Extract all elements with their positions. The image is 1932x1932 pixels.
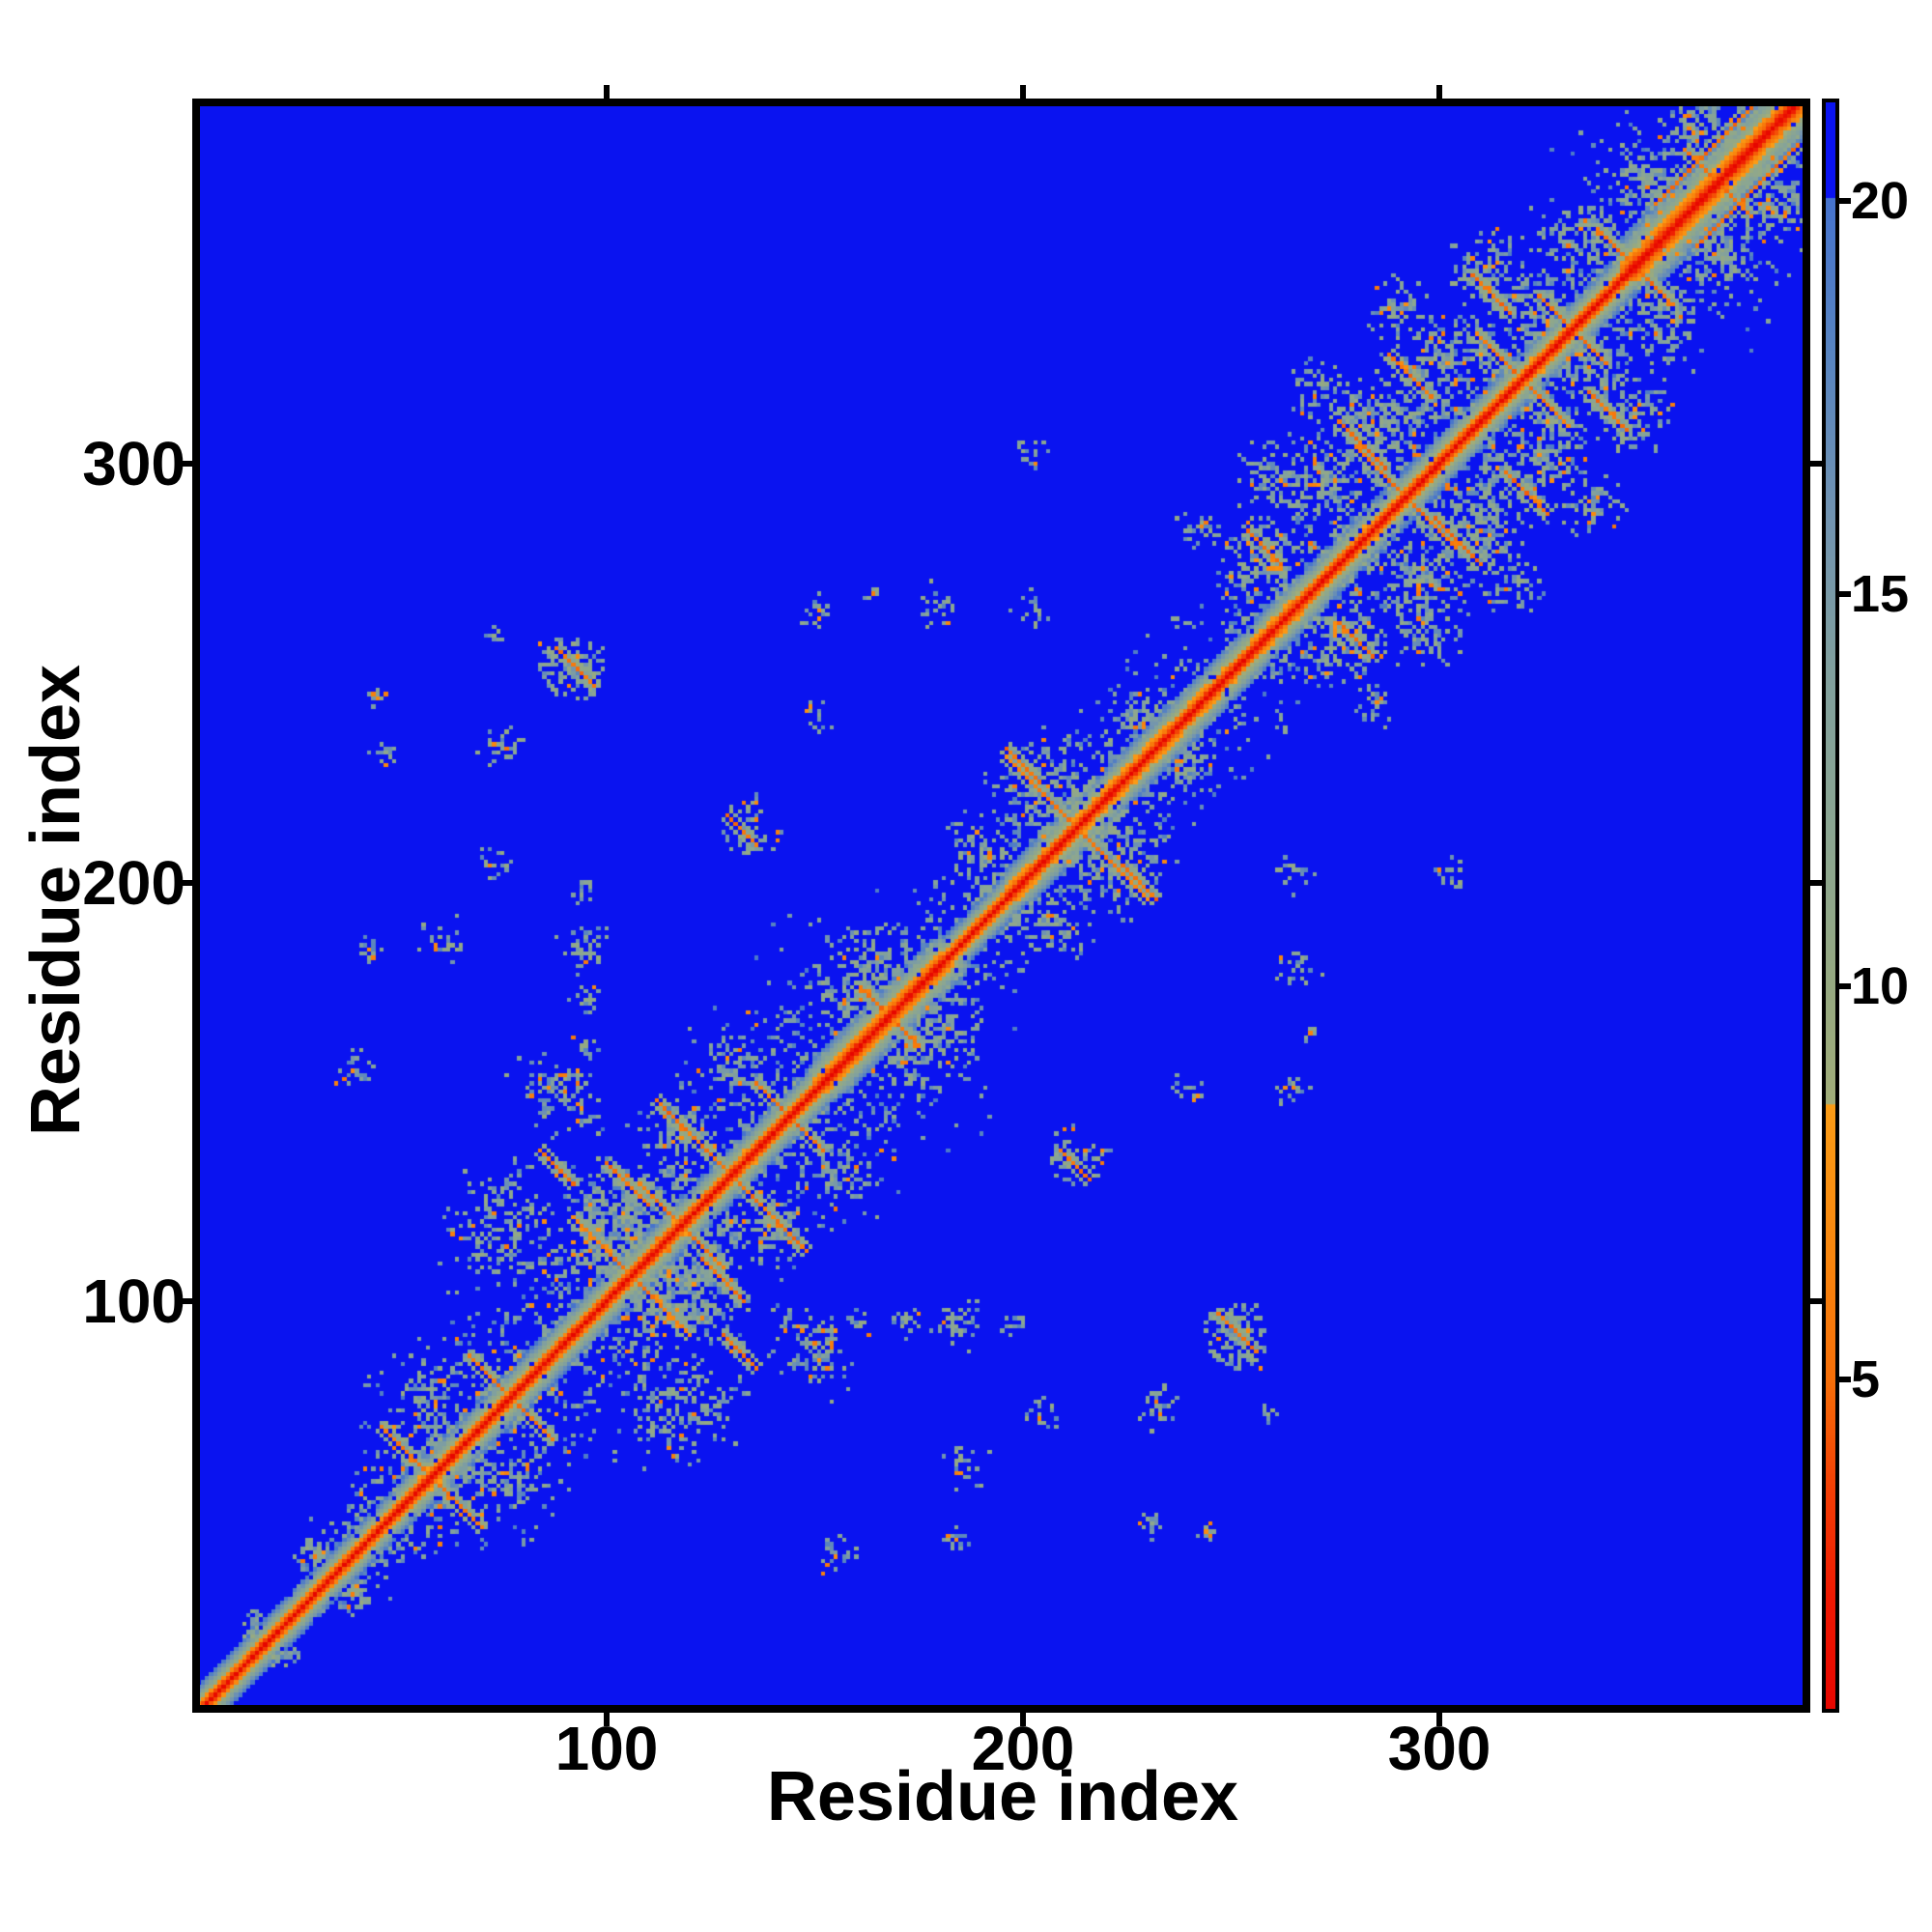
y-tick-label-100: 100 xyxy=(82,1266,185,1336)
colorbar-tick-5 xyxy=(1838,1377,1851,1382)
y-tick-left-300 xyxy=(179,461,192,467)
colorbar-tick-label-15: 15 xyxy=(1851,565,1910,623)
y-tick-left-100 xyxy=(179,1298,192,1304)
x-tick-top-300 xyxy=(1436,85,1442,99)
x-tick-label-200: 200 xyxy=(971,1714,1075,1783)
x-tick-label-100: 100 xyxy=(554,1714,659,1783)
heatmap-plot-frame xyxy=(192,99,1810,1713)
y-tick-left-200 xyxy=(179,880,192,886)
x-tick-bottom-300 xyxy=(1436,1713,1442,1726)
x-tick-bottom-100 xyxy=(604,1713,610,1726)
x-axis-title: Residue index xyxy=(766,1758,1239,1835)
x-tick-bottom-200 xyxy=(1020,1713,1026,1726)
colorbar-tick-label-10: 10 xyxy=(1851,957,1910,1015)
colorbar-tick-10 xyxy=(1838,983,1851,989)
y-tick-label-200: 200 xyxy=(82,848,185,918)
colorbar-tick-15 xyxy=(1838,591,1851,597)
y-tick-right-200 xyxy=(1810,880,1824,886)
y-tick-label-300: 300 xyxy=(82,429,185,498)
colorbar-tick-label-20: 20 xyxy=(1851,172,1910,230)
colorbar-tick-label-5: 5 xyxy=(1851,1350,1881,1408)
colorbar-tick-20 xyxy=(1838,198,1851,204)
y-tick-right-100 xyxy=(1810,1298,1824,1304)
x-tick-top-100 xyxy=(604,85,610,99)
colorbar-frame xyxy=(1822,99,1839,1713)
x-tick-label-300: 300 xyxy=(1387,1714,1492,1783)
y-axis-title: Residue index xyxy=(17,664,95,1137)
y-tick-right-300 xyxy=(1810,461,1824,467)
x-tick-top-200 xyxy=(1020,85,1026,99)
colorbar-gradient-canvas xyxy=(1826,102,1835,1709)
distance-matrix-heatmap-canvas xyxy=(200,106,1803,1705)
